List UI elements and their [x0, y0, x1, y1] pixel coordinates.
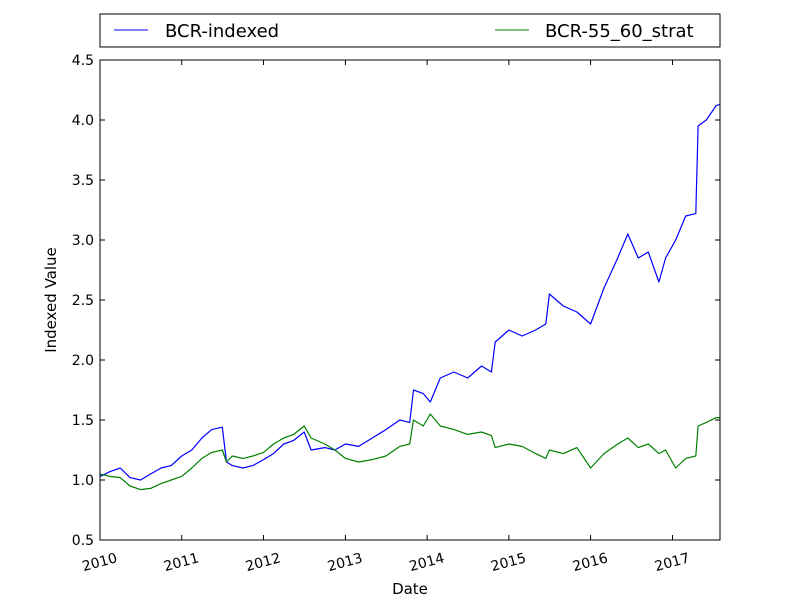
y-tick-label: 0.5 — [72, 533, 94, 549]
x-axis: 2010 2011 2012 2013 2014 2015 2016 2017 — [80, 60, 692, 575]
x-axis-label: Date — [392, 580, 428, 598]
y-tick-label: 2.5 — [72, 293, 94, 309]
y-tick-label: 1.5 — [72, 413, 94, 429]
legend: BCR-indexed BCR-55_60_strat — [99, 13, 721, 48]
legend-label-bcr-55-60-strat: BCR-55_60_strat — [545, 21, 694, 42]
series-line-bcr-55-60-strat — [99, 413, 720, 491]
y-axis: 0.5 1.0 1.5 2.0 2.5 3.0 3.5 4.0 4.5 — [72, 53, 720, 549]
y-tick-label: 3.5 — [72, 173, 94, 189]
y-axis-label: Indexed Value — [42, 247, 60, 353]
legend-frame — [99, 13, 721, 48]
x-tick-label: 2017 — [653, 550, 692, 575]
y-tick-label: 4.5 — [72, 53, 94, 69]
plot-frame — [99, 59, 721, 541]
series-line-bcr-indexed — [99, 103, 721, 481]
legend-label-bcr-indexed: BCR-indexed — [165, 21, 279, 42]
x-tick-label: 2011 — [162, 550, 201, 575]
x-tick-label: 2014 — [408, 550, 447, 575]
x-tick-label: 2010 — [80, 550, 119, 575]
y-tick-label: 4.0 — [72, 113, 94, 129]
x-tick-label: 2013 — [326, 550, 365, 575]
y-tick-label: 2.0 — [72, 353, 94, 369]
x-tick-label: 2012 — [244, 550, 283, 575]
y-tick-label: 3.0 — [72, 233, 94, 249]
series-layer — [99, 103, 721, 491]
x-tick-label: 2015 — [489, 550, 528, 575]
x-tick-label: 2016 — [571, 550, 610, 575]
y-tick-label: 1.0 — [72, 473, 94, 489]
